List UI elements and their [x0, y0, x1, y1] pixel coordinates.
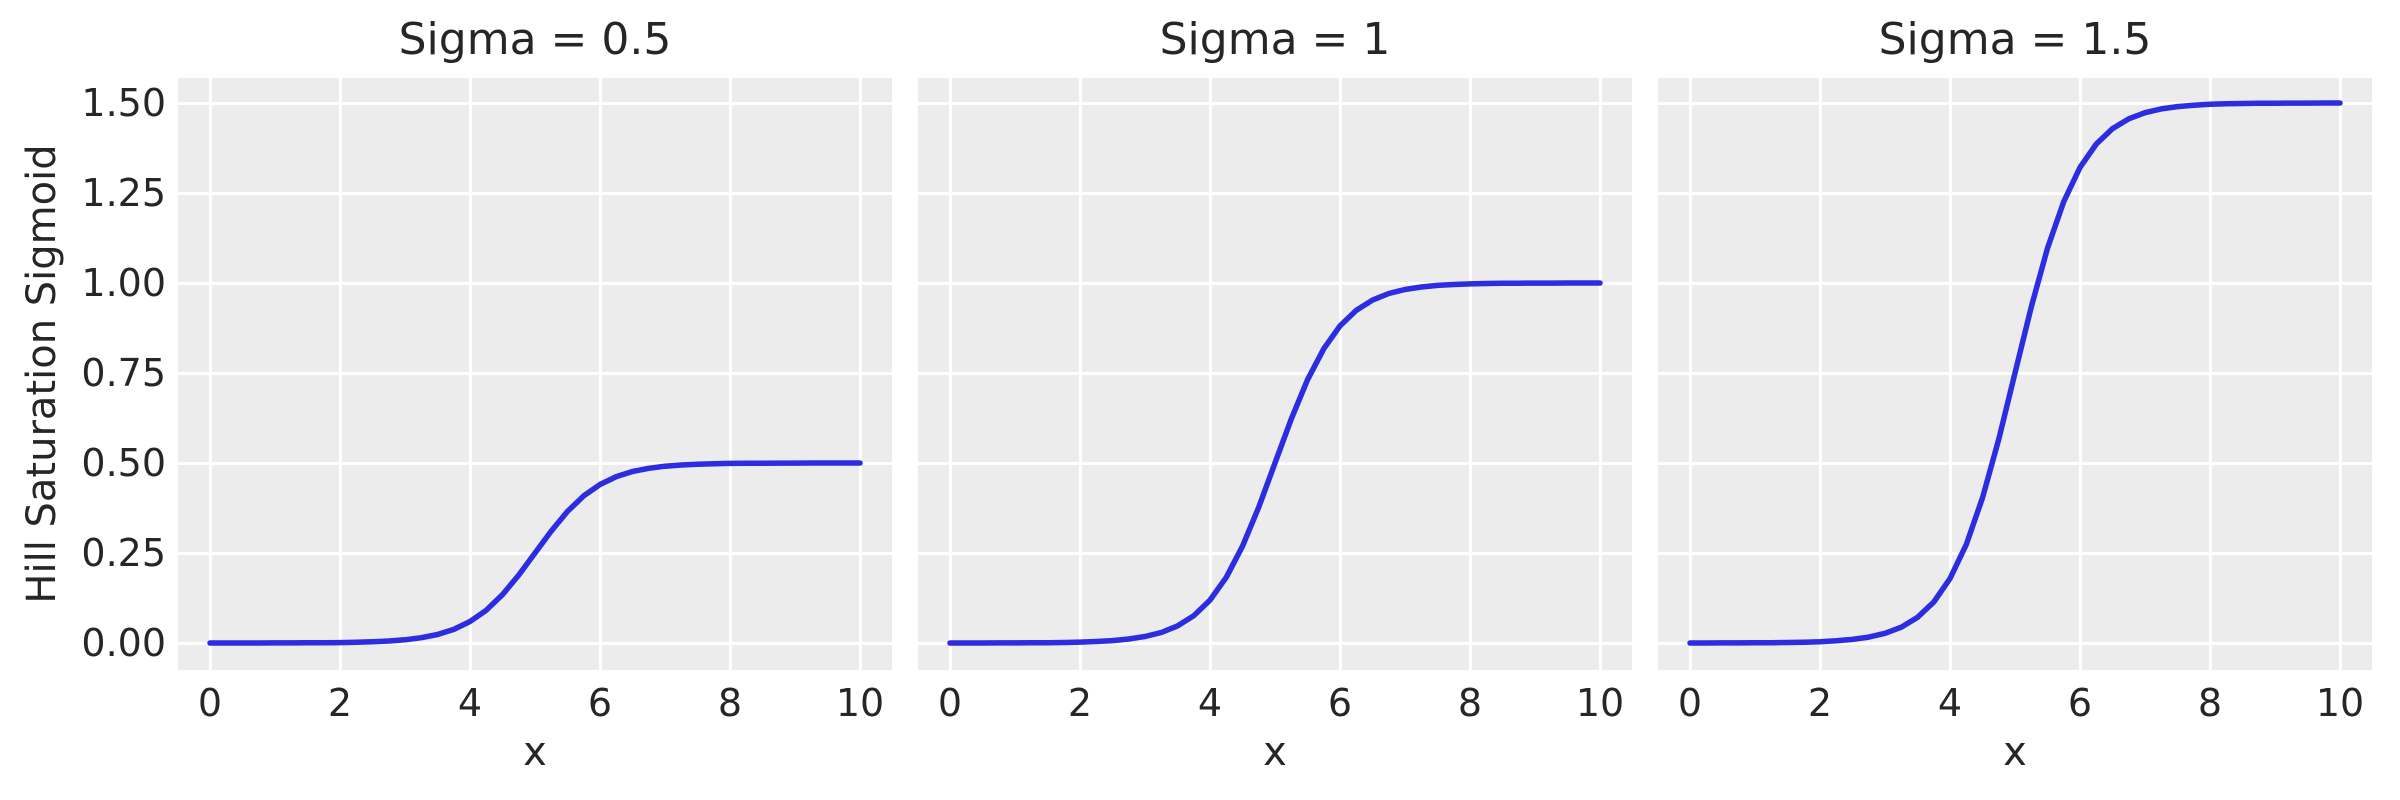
- x-tick-label: 6: [1327, 681, 1353, 725]
- y-tick-label: 0.50: [81, 441, 166, 485]
- gridline-horizontal: [178, 642, 892, 645]
- y-tick-label: 1.00: [81, 261, 166, 305]
- x-tick-label: 2: [1067, 681, 1093, 725]
- gridline-horizontal: [1658, 102, 2372, 105]
- plot-area-1: [178, 78, 892, 670]
- gridline-horizontal: [918, 552, 1632, 555]
- curve-sigma-0.5: [207, 460, 863, 646]
- curve-sigma-1.5: [1687, 100, 2343, 646]
- x-tick-label: 0: [197, 681, 223, 725]
- x-tick-label: 4: [1197, 681, 1223, 725]
- subplot-title-2: Sigma = 1: [1159, 14, 1391, 65]
- subplot-title-3: Sigma = 1.5: [1878, 14, 2152, 65]
- x-axis-label-1: x: [523, 729, 547, 775]
- x-tick-label: 6: [2067, 681, 2093, 725]
- gridline-horizontal: [178, 372, 892, 375]
- gridline-horizontal: [178, 192, 892, 195]
- x-tick-label: 2: [1807, 681, 1833, 725]
- gridline-horizontal: [918, 102, 1632, 105]
- gridline-horizontal: [178, 282, 892, 285]
- x-tick-label: 8: [1457, 681, 1483, 725]
- y-tick-label: 1.25: [81, 171, 166, 215]
- gridline-horizontal: [1658, 642, 2372, 645]
- gridline-horizontal: [1658, 552, 2372, 555]
- y-tick-label: 0.25: [81, 531, 166, 575]
- gridline-horizontal: [918, 192, 1632, 195]
- y-tick-label: 1.50: [81, 81, 166, 125]
- x-tick-label: 10: [1575, 681, 1625, 725]
- y-tick-label: 0.00: [81, 621, 166, 665]
- x-axis-label-2: x: [1263, 729, 1287, 775]
- gridline-horizontal: [1658, 282, 2372, 285]
- subplot-title-1: Sigma = 0.5: [398, 14, 672, 65]
- gridline-horizontal: [918, 372, 1632, 375]
- x-tick-label: 10: [835, 681, 885, 725]
- x-tick-label: 4: [457, 681, 483, 725]
- curve-sigma-1: [947, 280, 1603, 646]
- y-tick-label: 0.75: [81, 351, 166, 395]
- x-tick-label: 2: [327, 681, 353, 725]
- x-tick-label: 6: [587, 681, 613, 725]
- x-axis-label-3: x: [2003, 729, 2027, 775]
- x-tick-label: 4: [1937, 681, 1963, 725]
- gridline-horizontal: [1658, 192, 2372, 195]
- x-tick-label: 8: [2197, 681, 2223, 725]
- plot-area-2: [918, 78, 1632, 670]
- gridline-horizontal: [178, 102, 892, 105]
- gridline-horizontal: [1658, 462, 2372, 465]
- x-tick-label: 0: [937, 681, 963, 725]
- x-tick-label: 8: [717, 681, 743, 725]
- gridline-horizontal: [918, 642, 1632, 645]
- x-tick-label: 0: [1677, 681, 1703, 725]
- x-tick-label: 10: [2315, 681, 2365, 725]
- gridline-horizontal: [178, 462, 892, 465]
- gridline-horizontal: [918, 282, 1632, 285]
